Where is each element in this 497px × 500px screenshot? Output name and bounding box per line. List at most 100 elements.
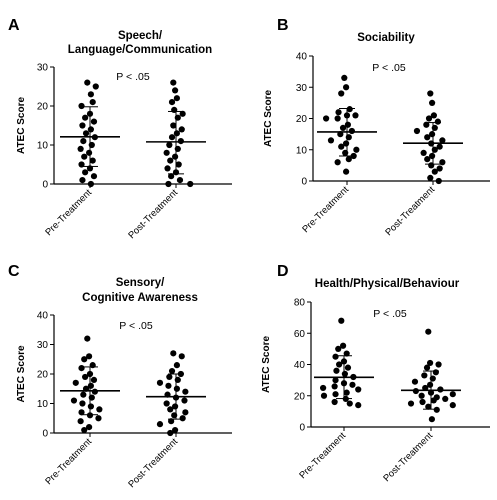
x-tick-label: Pre-Treatment xyxy=(297,430,348,481)
x-tick-label: Pre-Treatment xyxy=(300,184,351,235)
panel-letter: C xyxy=(8,263,20,280)
data-point xyxy=(411,378,419,385)
data-point xyxy=(341,370,348,377)
data-point xyxy=(427,90,434,97)
data-point xyxy=(173,385,180,392)
data-point xyxy=(332,353,339,360)
data-point xyxy=(346,400,353,407)
data-point xyxy=(428,416,435,423)
panel-title: Speech/ xyxy=(118,30,163,42)
data-point xyxy=(342,395,349,402)
y-tick-label: 20 xyxy=(296,114,308,125)
data-point xyxy=(95,415,102,422)
data-point xyxy=(423,121,430,128)
data-point xyxy=(334,115,341,122)
data-point xyxy=(343,84,350,91)
data-point xyxy=(343,389,350,396)
data-point xyxy=(166,141,173,149)
data-point xyxy=(432,369,439,376)
data-point xyxy=(78,409,85,416)
data-point xyxy=(428,162,435,169)
series-pre-treatment xyxy=(317,74,377,175)
data-point xyxy=(352,112,359,119)
data-point xyxy=(165,180,172,188)
data-point xyxy=(427,359,434,367)
data-point xyxy=(413,127,421,135)
data-point xyxy=(435,177,442,185)
data-point xyxy=(424,134,431,141)
data-point xyxy=(181,397,188,404)
data-point xyxy=(346,106,353,113)
data-point xyxy=(174,376,181,383)
data-point xyxy=(89,362,96,369)
data-point xyxy=(84,79,91,86)
data-point xyxy=(431,146,438,153)
data-point xyxy=(187,180,194,188)
panel-letter: A xyxy=(8,17,20,34)
y-tick-label: 40 xyxy=(294,360,306,371)
data-point xyxy=(344,121,351,128)
y-tick-label: 10 xyxy=(37,399,49,410)
data-point xyxy=(86,110,94,117)
panel-c: C Sensory/Cognitive Awareness 0 10 20 30 40 ATE… xyxy=(8,263,232,490)
data-point xyxy=(80,138,87,145)
data-point xyxy=(156,421,164,428)
data-point xyxy=(82,169,89,176)
data-point xyxy=(429,99,436,106)
data-point xyxy=(335,345,342,352)
data-point xyxy=(170,350,177,357)
data-point xyxy=(168,418,175,425)
data-point xyxy=(342,149,349,156)
data-point xyxy=(350,152,357,160)
data-point xyxy=(341,74,348,81)
data-point xyxy=(170,122,177,129)
y-tick-label: 30 xyxy=(37,63,49,74)
y-tick-label: 40 xyxy=(296,52,308,63)
data-point xyxy=(88,394,95,401)
data-point xyxy=(449,402,456,409)
y-tick-label: 10 xyxy=(296,145,308,156)
panel-title: Sensory/ xyxy=(116,277,165,289)
data-point xyxy=(78,365,85,372)
panel-letter: B xyxy=(277,17,289,34)
data-point xyxy=(425,328,432,335)
data-point xyxy=(86,165,94,172)
data-point xyxy=(87,382,94,389)
data-point xyxy=(171,412,178,419)
data-point xyxy=(332,377,339,384)
panel-letter: D xyxy=(277,263,289,280)
data-point xyxy=(429,131,436,138)
data-point xyxy=(425,403,432,410)
data-point xyxy=(334,159,341,166)
data-point xyxy=(168,99,176,106)
y-axis-label: ATEC Score xyxy=(16,345,27,402)
data-point xyxy=(81,356,88,363)
data-point xyxy=(175,161,182,168)
series-post-treatment xyxy=(401,328,461,423)
data-point xyxy=(172,403,179,410)
data-point xyxy=(182,409,189,416)
data-point xyxy=(338,90,345,97)
data-point xyxy=(96,406,103,413)
data-point xyxy=(343,112,351,119)
data-point xyxy=(332,391,339,398)
data-point xyxy=(343,140,350,147)
data-point xyxy=(424,156,431,163)
data-point xyxy=(177,370,184,378)
x-tick-label: Post-Treatment xyxy=(126,436,180,490)
data-point xyxy=(431,124,438,131)
data-point xyxy=(436,165,443,172)
data-point xyxy=(86,370,94,378)
data-point xyxy=(348,127,355,135)
data-point xyxy=(421,372,428,379)
data-point xyxy=(425,115,433,122)
data-point xyxy=(172,394,180,401)
y-axis-label: ATEC Score xyxy=(261,336,272,393)
data-point xyxy=(167,429,174,437)
data-point xyxy=(407,400,415,407)
panel-b: B Sociability 0 10 20 30 40 ATEC Score P < .05 Pr… xyxy=(263,17,490,238)
data-point xyxy=(79,177,86,184)
panel-title: Sociability xyxy=(357,32,415,44)
data-point xyxy=(172,169,180,176)
